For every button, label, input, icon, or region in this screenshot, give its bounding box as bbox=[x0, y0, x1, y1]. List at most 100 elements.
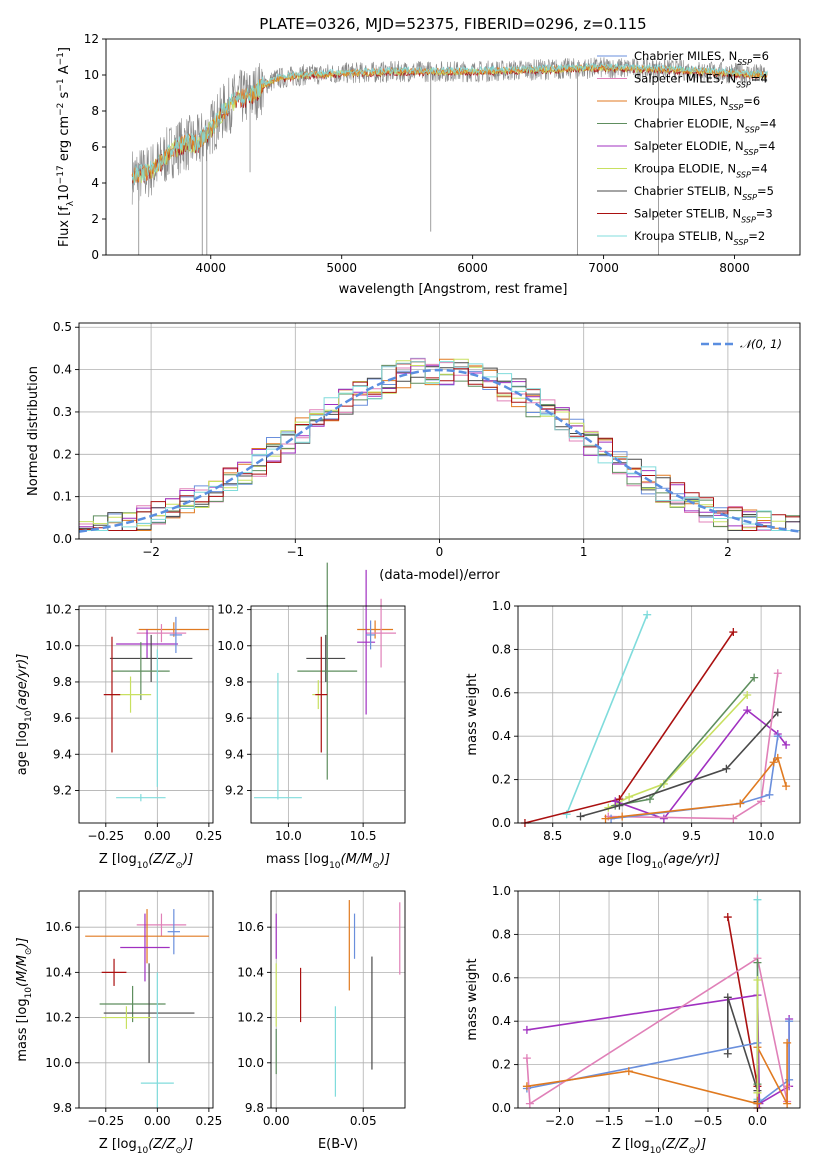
legend-label-sub: SSP bbox=[734, 238, 749, 247]
legend-label-suffix: =4 bbox=[758, 139, 775, 153]
weight_vs_Z-xlabel-part: Z [log bbox=[612, 1137, 650, 1152]
weight-marker bbox=[611, 797, 620, 806]
weight-marker bbox=[773, 669, 782, 678]
spectrum-title: PLATE=0326, MJD=52375, FIBERID=0296, z=0… bbox=[259, 15, 646, 33]
legend-label-text: Chabrier STELIB, N bbox=[634, 184, 742, 198]
mass_vs_Z-ylabel-part: (M/M bbox=[15, 955, 30, 987]
axes-frame bbox=[250, 605, 406, 824]
weight-marker bbox=[723, 993, 732, 1002]
x-tick-label: 0.00 bbox=[263, 1114, 290, 1128]
x-tick-label: −1.0 bbox=[644, 1114, 673, 1128]
x-tick-label: 0.25 bbox=[196, 1114, 223, 1128]
mass_vs_Z-xlabel-part: )] bbox=[182, 1137, 193, 1152]
y-tick-label: 0 bbox=[91, 248, 99, 262]
x-tick-label: 0.25 bbox=[196, 829, 223, 843]
mass_vs_Z-xlabel-part: (Z/Z bbox=[148, 1137, 176, 1152]
age_vs_mass-xlabel-part: (M/M bbox=[341, 852, 373, 867]
legend-label: Salpeter ELODIE, NSSP=4 bbox=[634, 139, 775, 157]
age_vs_mass-xlabel-part: mass [log bbox=[266, 852, 329, 867]
x-tick-label: −1.5 bbox=[594, 1114, 623, 1128]
weight-line bbox=[526, 1021, 790, 1106]
x-tick-label: 7000 bbox=[588, 261, 619, 275]
x-tick-label: −0.25 bbox=[87, 829, 124, 843]
legend-label: Kroupa STELIB, NSSP=2 bbox=[634, 229, 765, 247]
x-tick-label: 8.5 bbox=[543, 829, 562, 843]
x-tick-label: 4000 bbox=[195, 261, 226, 275]
errorbar-point bbox=[103, 636, 121, 753]
legend-label: Salpeter STELIB, NSSP=3 bbox=[634, 207, 773, 225]
legend-label-sub: SSP bbox=[736, 80, 751, 89]
weight-marker bbox=[618, 812, 627, 821]
weight-line bbox=[615, 677, 755, 807]
spectrum-ylabel-part: A bbox=[57, 65, 72, 78]
age_vs_mass-panel: 10.0 10.5 9.2 9.4 9.6 9.8 10.0 10.2 mass [log10(… bbox=[217, 562, 406, 871]
legend-label-sub: SSP bbox=[737, 58, 752, 67]
residuals-panel: −2 −1 0 1 2 0.0 0.1 0.2 0.3 0.4 0.5 (data-model)/er… bbox=[26, 320, 801, 583]
weight-marker bbox=[743, 690, 752, 699]
errorbar-point bbox=[169, 616, 183, 654]
weight-marker bbox=[723, 1049, 732, 1058]
legend-label-text: Chabrier ELODIE, N bbox=[634, 117, 745, 131]
legend-label-sub: SSP bbox=[745, 125, 760, 134]
x-tick-label: 9.0 bbox=[613, 829, 632, 843]
weight_vs_Z-xlabel: Z [log10(Z/Z⊙)] bbox=[612, 1137, 706, 1156]
y-tick-label: 9.6 bbox=[225, 711, 244, 725]
x-tick-label: 10.0 bbox=[275, 829, 302, 843]
x-tick-label: 0.0 bbox=[748, 1114, 767, 1128]
weight-marker bbox=[643, 610, 652, 619]
y-tick-label: 10.6 bbox=[45, 920, 72, 934]
y-tick-label: 0.4 bbox=[53, 363, 72, 377]
legend-label-sub: SSP bbox=[741, 215, 756, 224]
age_vs_Z-ylabel-part: (age/yr)] bbox=[15, 654, 30, 711]
weight-marker bbox=[753, 975, 762, 984]
weight-marker bbox=[525, 1099, 534, 1108]
y-tick-label: 9.2 bbox=[53, 783, 72, 797]
axes-frame bbox=[517, 605, 801, 824]
errorbar-point bbox=[85, 909, 209, 964]
weight-line bbox=[526, 1042, 788, 1105]
legend-label-suffix: =4 bbox=[751, 72, 768, 86]
y-tick-label: 0.3 bbox=[53, 405, 72, 419]
y-tick-label: 10.0 bbox=[237, 1056, 264, 1070]
y-tick-label: 1.0 bbox=[492, 884, 511, 898]
y-tick-label: 0.2 bbox=[53, 447, 72, 461]
weight_vs_age-ylabel: mass weight bbox=[465, 673, 480, 755]
legend-label-suffix: =4 bbox=[751, 162, 768, 176]
mass_vs_EBV-panel: 0.00 0.05 9.8 10.0 10.2 10.4 10.6 E(B-V) bbox=[237, 890, 406, 1152]
y-tick-label: 9.4 bbox=[53, 747, 72, 761]
weight-marker bbox=[659, 814, 668, 823]
residuals-ylabel: Normed distribution bbox=[26, 366, 41, 496]
axes-frame bbox=[270, 890, 406, 1109]
y-tick-label: 0.0 bbox=[53, 532, 72, 546]
weight_vs_age-xlabel-part: age [log bbox=[598, 852, 651, 867]
weight-marker bbox=[773, 708, 782, 717]
y-tick-label: 10 bbox=[84, 68, 99, 82]
y-tick-label: 0.0 bbox=[492, 816, 511, 830]
weight-marker bbox=[645, 795, 654, 804]
x-tick-label: 2 bbox=[724, 545, 732, 559]
errorbar-point bbox=[357, 569, 376, 715]
legend-label: Salpeter MILES, NSSP=4 bbox=[634, 72, 768, 90]
model-spectrum-line bbox=[131, 62, 768, 185]
age_vs_Z-xlabel-part: )] bbox=[182, 852, 193, 867]
weight_vs_age-xlabel-part: (age/yr)] bbox=[663, 852, 720, 867]
age_vs_Z-ylabel-part: 10 bbox=[24, 710, 34, 722]
weight-marker bbox=[773, 732, 782, 741]
errorbar-point bbox=[167, 909, 181, 955]
spectrum-ylabel-part: erg cm bbox=[57, 116, 72, 165]
age_vs_Z-xlabel-part: 10 bbox=[137, 861, 149, 871]
legend-label-sub: SSP bbox=[729, 103, 744, 112]
axes-frame bbox=[517, 890, 801, 1109]
mass_vs_Z-ylabel-part: ⊙ bbox=[24, 948, 34, 956]
spectrum-panel: 4000 5000 6000 7000 8000 0 2 4 6 8 10 12 PLATE=0326,… bbox=[56, 15, 801, 297]
weight-marker bbox=[782, 782, 791, 791]
errorbar-point bbox=[111, 642, 170, 701]
mass_vs_Z-ylabel-part: 10 bbox=[24, 987, 34, 999]
legend-label-text: Kroupa ELODIE, N bbox=[634, 162, 736, 176]
age_vs_mass-xlabel-part: ⊙ bbox=[372, 861, 380, 871]
legend-label: Chabrier STELIB, NSSP=5 bbox=[634, 184, 774, 202]
mass_vs_Z-xlabel-part: Z [log bbox=[99, 1137, 137, 1152]
weight-marker bbox=[785, 1017, 794, 1026]
y-tick-label: 10.0 bbox=[45, 639, 72, 653]
